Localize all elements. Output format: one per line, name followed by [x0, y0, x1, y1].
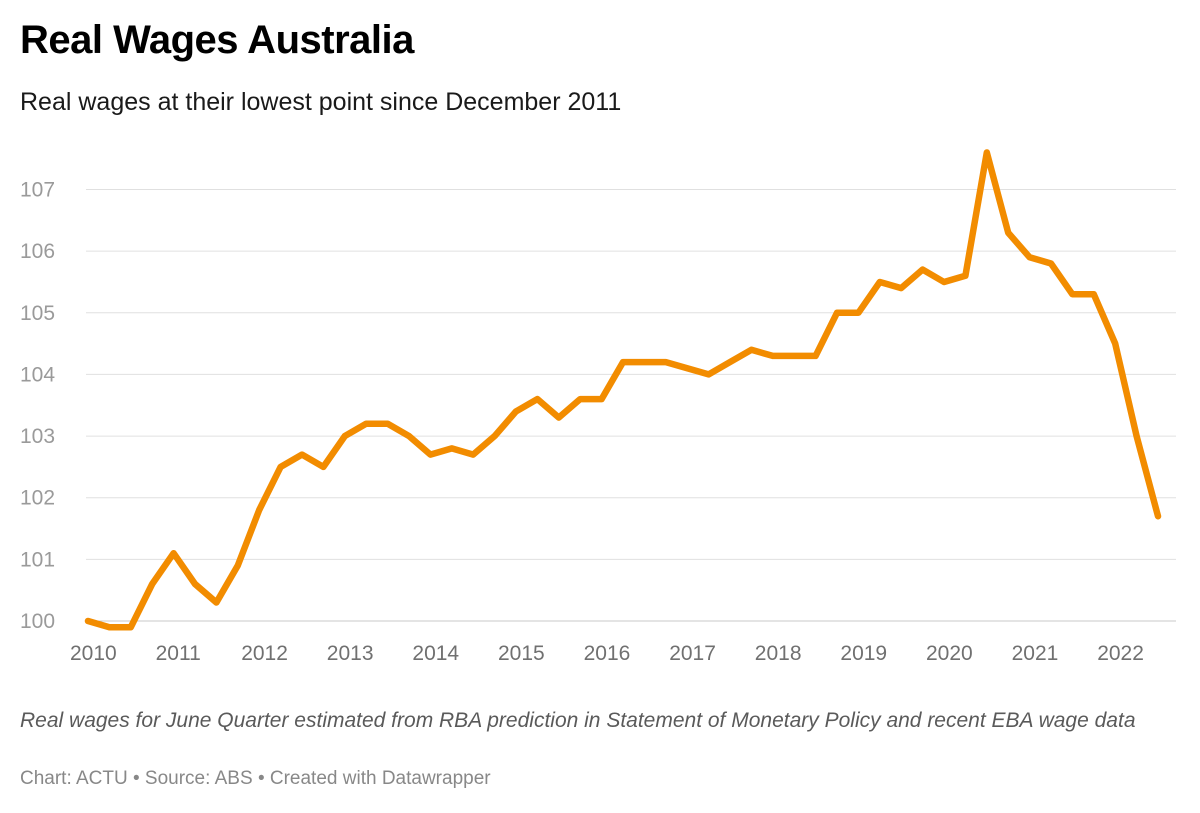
y-axis-ticks: 100 101 102 103 104 105 106 107: [20, 179, 55, 634]
chart-title: Real Wages Australia: [20, 18, 414, 62]
y-tick-label: 106: [20, 240, 55, 263]
x-tick-label: 2015: [498, 642, 545, 665]
y-tick-label: 105: [20, 302, 55, 325]
chart-footer: Chart: ACTU • Source: ABS • Created with…: [20, 768, 491, 790]
y-tick-label: 107: [20, 179, 55, 202]
series-layer: [84, 149, 1162, 631]
y-tick-label: 101: [20, 548, 55, 571]
gridlines: [86, 189, 1176, 622]
y-tick-label: 104: [20, 363, 55, 386]
x-tick-label: 2019: [840, 642, 887, 665]
x-tick-label: 2010: [70, 642, 117, 665]
x-tick-label: 2018: [755, 642, 802, 665]
x-tick-label: 2021: [1012, 642, 1059, 665]
x-tick-label: 2012: [241, 642, 288, 665]
x-tick-label: 2022: [1097, 642, 1144, 665]
footer-tool: Created with Datawrapper: [269, 768, 491, 789]
x-axis-ticks: 2010 2011 2012 2013 2014 2015 2016 2017 2018 2019…: [70, 642, 1144, 665]
series-line: [84, 149, 1162, 631]
y-tick-label: 100: [20, 610, 55, 633]
x-tick-label: 2013: [327, 642, 374, 665]
x-tick-label: 2014: [412, 642, 459, 665]
x-tick-label: 2011: [156, 642, 201, 665]
x-tick-label: 2017: [669, 642, 716, 665]
footer-chart-credit: Chart: ACTU: [20, 768, 128, 789]
chart-notes: Real wages for June Quarter estimated fr…: [20, 709, 1136, 732]
y-tick-label: 102: [20, 487, 55, 510]
footer-source: Source: ABS: [144, 768, 253, 789]
footer-separator: •: [257, 768, 265, 789]
y-tick-label: 103: [20, 425, 55, 448]
footer-separator: •: [132, 768, 140, 789]
x-tick-label: 2016: [584, 642, 631, 665]
x-tick-label: 2020: [926, 642, 973, 665]
chart-subtitle: Real wages at their lowest point since D…: [20, 88, 622, 116]
